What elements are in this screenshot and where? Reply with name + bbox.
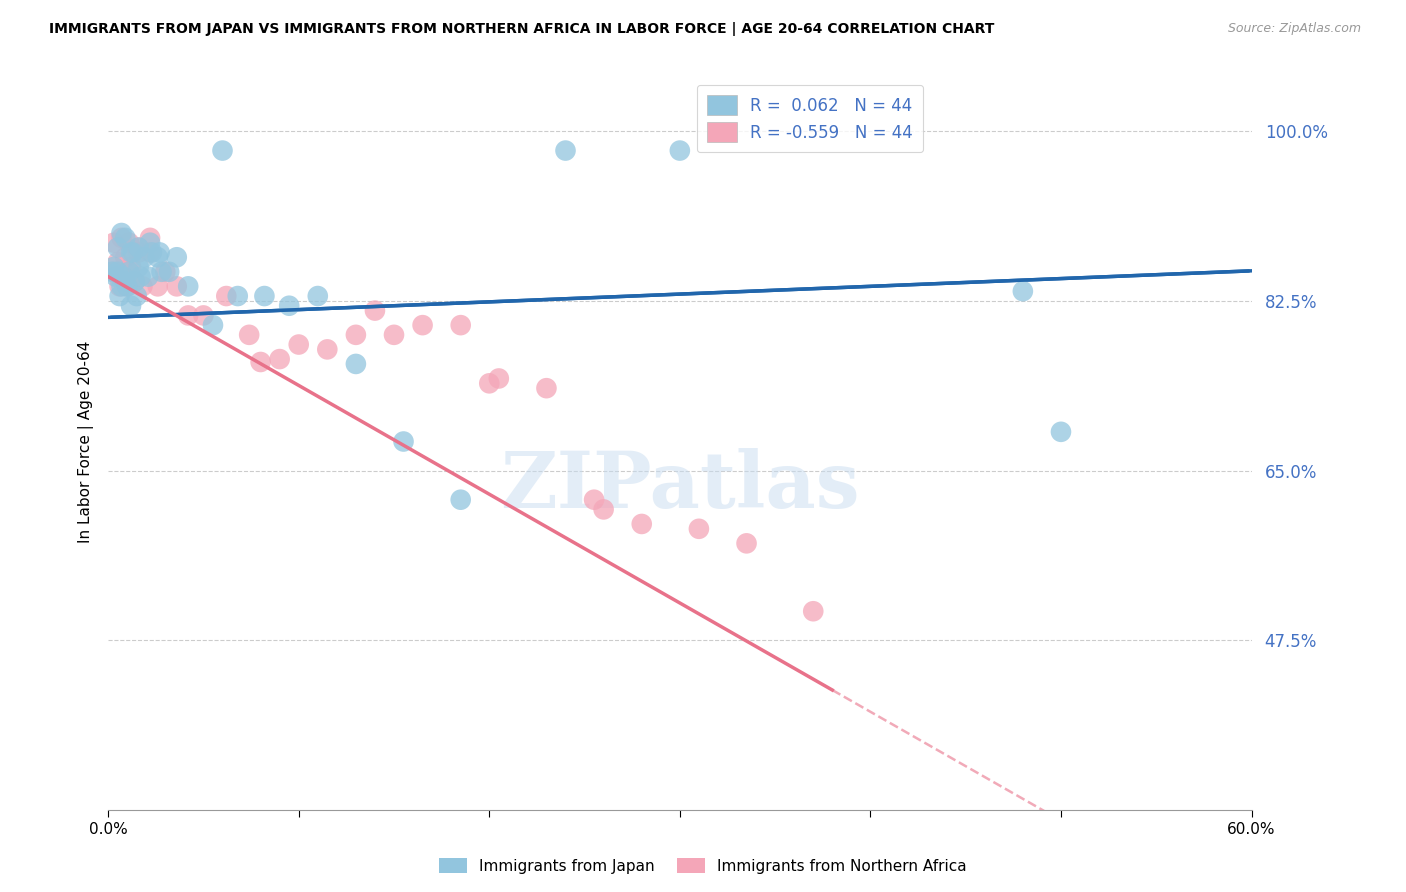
Point <box>211 144 233 158</box>
Point <box>103 235 125 250</box>
Point <box>107 265 129 279</box>
Point <box>110 279 132 293</box>
Point <box>801 604 824 618</box>
Point <box>124 275 146 289</box>
Point <box>193 309 215 323</box>
Point <box>114 231 136 245</box>
Point <box>478 376 501 391</box>
Point <box>115 279 138 293</box>
Point <box>155 265 177 279</box>
Point <box>669 144 692 158</box>
Point <box>1050 425 1073 439</box>
Point <box>112 269 135 284</box>
Point <box>115 279 138 293</box>
Point <box>1144 822 1167 837</box>
Point <box>226 289 249 303</box>
Point <box>146 279 169 293</box>
Point <box>382 327 405 342</box>
Point <box>129 269 152 284</box>
Point <box>128 241 150 255</box>
Point <box>136 269 159 284</box>
Point <box>134 250 156 264</box>
Point <box>150 265 173 279</box>
Point <box>139 235 162 250</box>
Point <box>131 279 153 293</box>
Point <box>269 352 291 367</box>
Point <box>114 250 136 264</box>
Point <box>108 289 131 303</box>
Point <box>253 289 276 303</box>
Point <box>139 245 162 260</box>
Point <box>141 245 163 260</box>
Point <box>122 245 145 260</box>
Point <box>107 241 129 255</box>
Point <box>104 269 127 284</box>
Point <box>238 327 260 342</box>
Y-axis label: In Labor Force | Age 20-64: In Labor Force | Age 20-64 <box>79 341 94 542</box>
Point <box>139 231 162 245</box>
Text: ZIPatlas: ZIPatlas <box>501 448 859 524</box>
Point <box>307 289 329 303</box>
Point <box>735 536 758 550</box>
Point <box>249 355 271 369</box>
Point <box>316 343 339 357</box>
Point <box>157 265 180 279</box>
Point <box>583 492 606 507</box>
Point <box>688 522 710 536</box>
Point <box>110 269 132 284</box>
Point <box>120 299 142 313</box>
Point <box>450 492 472 507</box>
Point <box>215 289 238 303</box>
Point <box>118 265 141 279</box>
Point <box>344 357 367 371</box>
Point <box>118 235 141 250</box>
Point <box>536 381 558 395</box>
Text: IMMIGRANTS FROM JAPAN VS IMMIGRANTS FROM NORTHERN AFRICA IN LABOR FORCE | AGE 20: IMMIGRANTS FROM JAPAN VS IMMIGRANTS FROM… <box>49 22 994 37</box>
Point <box>149 245 172 260</box>
Point <box>128 245 150 260</box>
Point <box>101 265 124 279</box>
Point <box>201 318 224 333</box>
Text: Source: ZipAtlas.com: Source: ZipAtlas.com <box>1227 22 1361 36</box>
Point <box>1011 284 1033 298</box>
Point <box>177 309 200 323</box>
Point <box>450 318 472 333</box>
Point <box>124 275 146 289</box>
Point <box>112 269 135 284</box>
Point <box>110 231 132 245</box>
Point <box>592 502 614 516</box>
Point <box>488 371 510 385</box>
Point <box>125 289 148 303</box>
Point <box>364 303 387 318</box>
Point <box>103 260 125 274</box>
Point <box>177 279 200 293</box>
Point <box>166 279 188 293</box>
Point <box>392 434 415 449</box>
Point <box>108 279 131 293</box>
Point <box>554 144 576 158</box>
Point <box>630 516 652 531</box>
Point <box>110 226 132 240</box>
Point <box>146 250 169 264</box>
Point <box>118 265 141 279</box>
Legend: Immigrants from Japan, Immigrants from Northern Africa: Immigrants from Japan, Immigrants from N… <box>433 852 973 880</box>
Point <box>128 260 150 274</box>
Point <box>120 245 142 260</box>
Point <box>412 318 434 333</box>
Point <box>128 241 150 255</box>
Point <box>120 260 142 274</box>
Point <box>278 299 301 313</box>
Point <box>103 265 125 279</box>
Point <box>107 255 129 269</box>
Point <box>166 250 188 264</box>
Point <box>344 327 367 342</box>
Point <box>287 337 309 351</box>
Point <box>114 275 136 289</box>
Legend: R =  0.062   N = 44, R = -0.559   N = 44: R = 0.062 N = 44, R = -0.559 N = 44 <box>697 85 924 153</box>
